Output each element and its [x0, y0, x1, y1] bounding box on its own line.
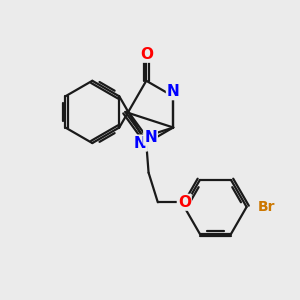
Text: N: N — [144, 130, 157, 145]
Text: N: N — [167, 84, 180, 99]
Text: O: O — [178, 195, 191, 210]
Text: Br: Br — [258, 200, 276, 214]
Text: O: O — [140, 47, 153, 62]
Text: N: N — [134, 136, 147, 151]
